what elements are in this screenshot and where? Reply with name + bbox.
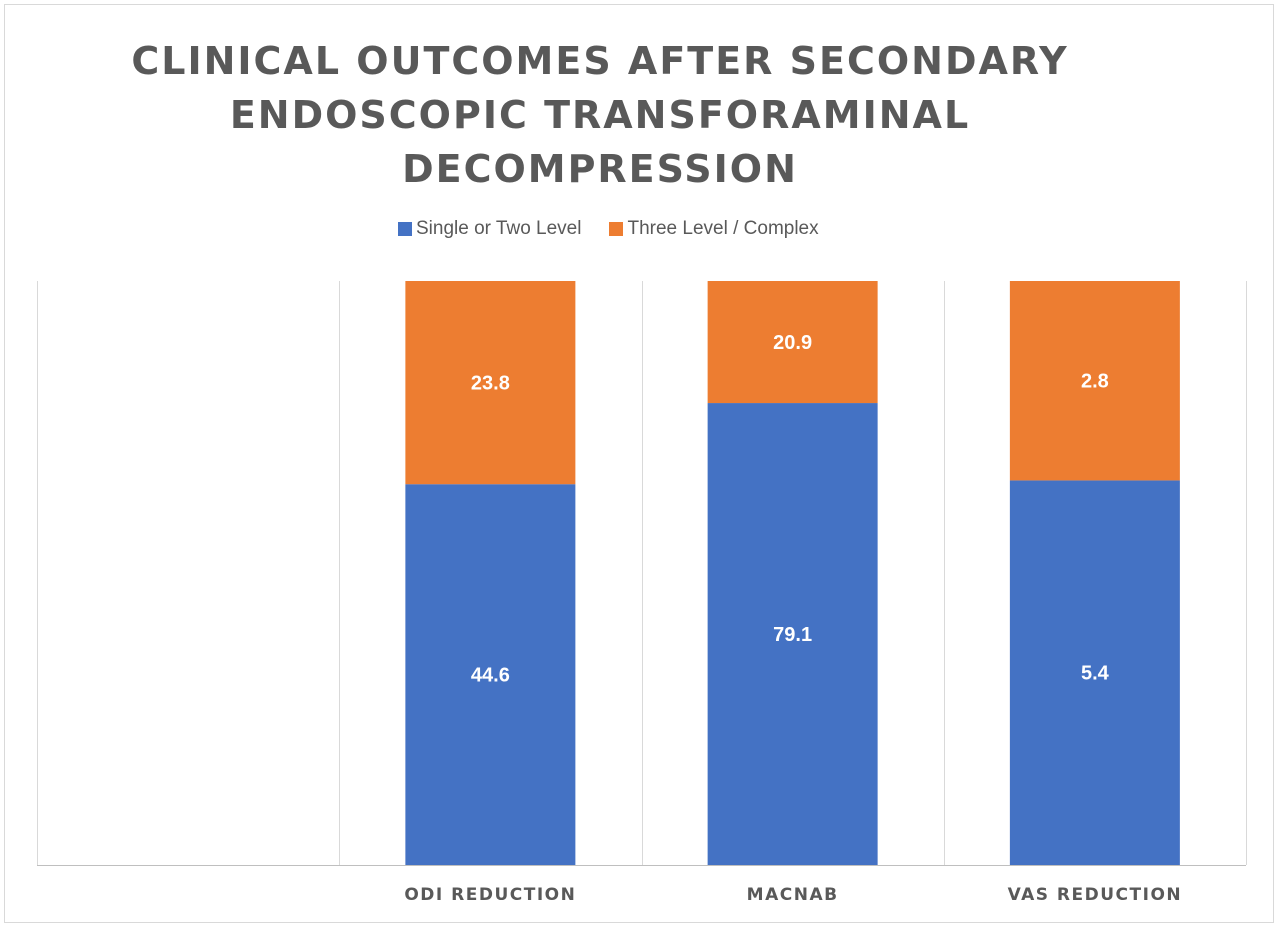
data-label-odi-reduction-single-or-two-level: 44.6 xyxy=(471,665,510,687)
legend-item-three-level-complex: Three Level / Complex xyxy=(609,218,819,240)
data-label-macnab-three-level-complex: 20.9 xyxy=(773,332,812,354)
bar-macnab-single-or-two-level xyxy=(707,403,878,865)
chart-title-line-3: DECOMPRESSION xyxy=(402,147,798,191)
data-label-vas-reduction-three-level-complex: 2.8 xyxy=(1081,371,1109,393)
category-label-vas-reduction: VAS REDUCTION xyxy=(1008,885,1183,905)
legend-swatch-three-level-complex xyxy=(609,222,624,236)
legend-swatch-single-or-two-level xyxy=(398,222,412,236)
data-label-vas-reduction-single-or-two-level: 5.4 xyxy=(1081,663,1110,685)
chart-title-line-1: CLINICAL OUTCOMES AFTER SECONDARY xyxy=(131,39,1069,83)
bar-vas-reduction-single-or-two-level xyxy=(1009,480,1180,865)
chart-title: CLINICAL OUTCOMES AFTER SECONDARY ENDOSC… xyxy=(100,34,1100,196)
bar-macnab-three-level-complex xyxy=(707,281,878,404)
bar-odi-reduction-three-level-complex xyxy=(405,281,576,485)
legend-label-single-or-two-level: Single or Two Level xyxy=(416,218,582,239)
chart-legend: Single or Two Level Three Level / Comple… xyxy=(398,216,819,242)
data-label-odi-reduction-three-level-complex: 23.8 xyxy=(471,373,510,395)
legend-item-single-or-two-level: Single or Two Level xyxy=(398,218,581,240)
data-label-macnab-single-or-two-level: 79.1 xyxy=(773,624,812,646)
category-label-macnab: MACNAB xyxy=(747,885,839,905)
legend-label-three-level-complex: Three Level / Complex xyxy=(627,218,819,239)
chart-title-line-2: ENDOSCOPIC TRANSFORAMINAL xyxy=(229,93,971,137)
category-label-odi-reduction: ODI REDUCTION xyxy=(404,885,576,905)
bar-odi-reduction-single-or-two-level xyxy=(405,484,576,865)
bar-vas-reduction-three-level-complex xyxy=(1009,281,1180,481)
